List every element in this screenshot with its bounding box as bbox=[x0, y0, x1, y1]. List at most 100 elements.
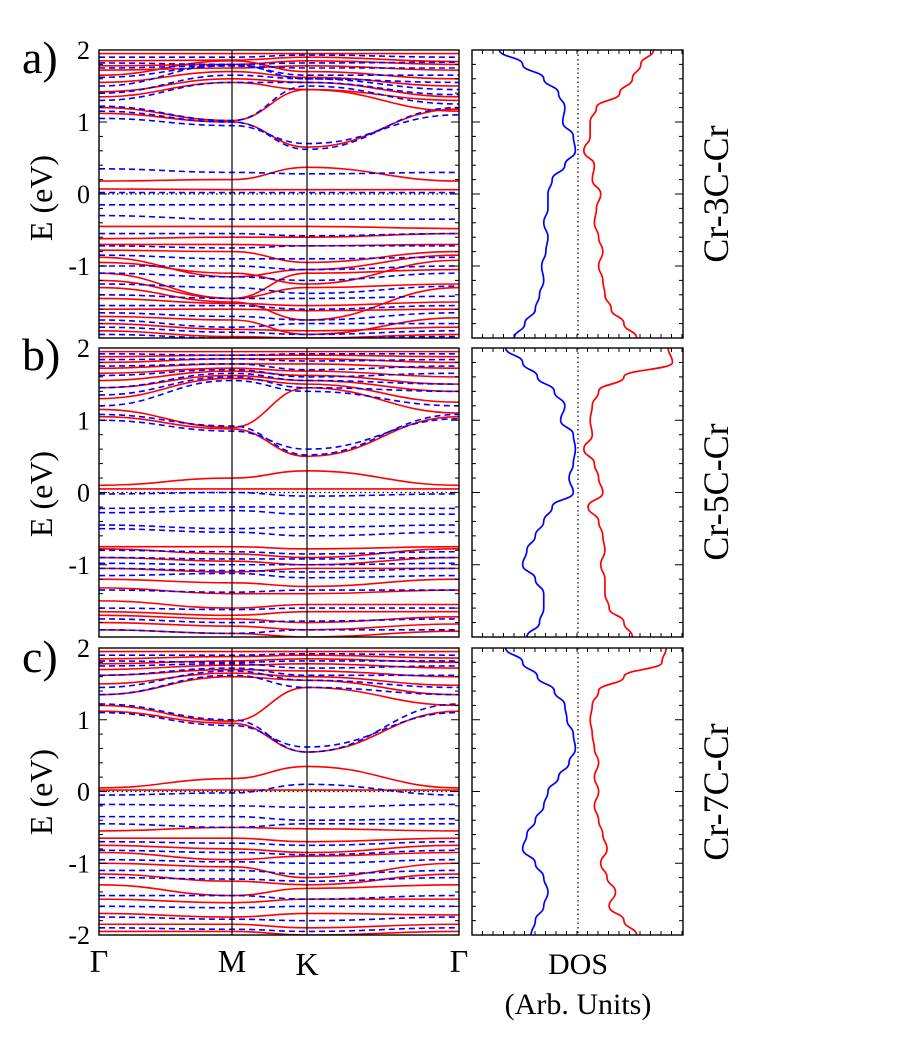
band-spin-down bbox=[99, 272, 459, 282]
band-spin-up bbox=[99, 374, 459, 393]
band-spin-down bbox=[99, 840, 459, 847]
material-label-c: Cr-7C-Cr bbox=[696, 723, 736, 860]
band-spin-down bbox=[99, 618, 459, 624]
band-lines bbox=[99, 52, 459, 338]
band-spin-up bbox=[99, 765, 459, 789]
band-spin-down bbox=[99, 660, 459, 664]
band-spin-down bbox=[99, 662, 459, 669]
band-spin-down bbox=[99, 283, 459, 295]
band-spin-down bbox=[99, 372, 459, 389]
band-spin-down bbox=[99, 858, 459, 865]
band-spin-down bbox=[99, 232, 459, 237]
band-spin-down bbox=[99, 65, 459, 69]
band-spin-up bbox=[99, 377, 459, 403]
material-label-b: Cr-5C-Cr bbox=[696, 423, 736, 560]
band-spin-up bbox=[99, 358, 459, 364]
band-spin-down bbox=[99, 304, 459, 311]
dos-curve-spin-down bbox=[504, 647, 577, 936]
band-spin-down bbox=[99, 379, 459, 407]
band-spin-down bbox=[99, 65, 459, 79]
panel-1: -1 0 1 2 bbox=[68, 36, 684, 339]
k-label-gamma-end: Γ bbox=[450, 943, 469, 979]
band-spin-down bbox=[99, 894, 459, 900]
band-spin-down bbox=[99, 905, 459, 909]
band-spin-down bbox=[99, 294, 459, 300]
y-axis-label-a: E (eV) bbox=[23, 155, 59, 241]
band-spin-up bbox=[99, 851, 459, 861]
band-spin-down bbox=[99, 876, 459, 882]
band-spin-down bbox=[99, 413, 459, 456]
band-spin-up bbox=[99, 363, 459, 370]
band-spin-down bbox=[99, 711, 459, 748]
band-spin-down bbox=[99, 358, 459, 362]
dos-curve-spin-down bbox=[498, 49, 577, 339]
band-spin-down bbox=[99, 783, 459, 796]
band-spin-up bbox=[99, 545, 459, 550]
band-spin-up bbox=[99, 600, 459, 609]
panel-3: -2 -1 0 1 2 bbox=[68, 634, 684, 950]
band-spin-down bbox=[99, 527, 459, 537]
band-spin-down bbox=[99, 81, 459, 102]
band-spin-down bbox=[99, 106, 459, 151]
y-tick-label: -1 bbox=[68, 252, 90, 281]
band-spin-down bbox=[99, 562, 459, 566]
band-spin-up bbox=[99, 188, 459, 191]
y-tick-label: -2 bbox=[68, 921, 90, 950]
band-spin-down bbox=[99, 326, 459, 336]
band-spin-down bbox=[99, 667, 459, 677]
band-spin-up bbox=[99, 930, 459, 935]
band-spin-down bbox=[99, 61, 459, 66]
band-spin-down bbox=[99, 214, 459, 221]
band-spin-up bbox=[99, 686, 459, 722]
band-spin-down bbox=[99, 822, 459, 829]
panel-2: -1 0 1 2 bbox=[68, 334, 684, 638]
band-spin-up bbox=[99, 70, 459, 87]
band-lines bbox=[99, 350, 459, 637]
band-spin-up bbox=[99, 354, 459, 358]
band-spin-up bbox=[99, 297, 459, 307]
band-spin-up bbox=[99, 249, 459, 264]
band-spin-down bbox=[99, 849, 459, 856]
band-spin-down bbox=[99, 524, 459, 530]
band-spin-down bbox=[99, 168, 459, 175]
band-spin-down bbox=[99, 670, 459, 689]
band-spin-up bbox=[99, 578, 459, 588]
band-spin-up bbox=[99, 225, 459, 230]
panel-tag-c: c) bbox=[22, 631, 58, 682]
panel-tag-b: b) bbox=[22, 329, 60, 380]
band-spin-up bbox=[99, 621, 459, 631]
dos-xlabel: DOS bbox=[548, 948, 608, 981]
band-spin-down bbox=[99, 567, 459, 573]
y-tick-label: 1 bbox=[77, 706, 90, 735]
panel-tag-a: a) bbox=[22, 32, 58, 83]
band-spin-up bbox=[99, 415, 459, 458]
band-spin-down bbox=[99, 85, 459, 122]
y-axis-label-b: E (eV) bbox=[23, 451, 59, 537]
y-tick-label: 0 bbox=[77, 778, 90, 807]
band-spin-down bbox=[99, 509, 459, 515]
band-spin-up bbox=[99, 470, 459, 487]
y-tick-label: 2 bbox=[77, 334, 90, 363]
band-spin-down bbox=[99, 352, 459, 357]
band-spin-down bbox=[99, 556, 459, 560]
material-label-a: Cr-3C-Cr bbox=[696, 125, 736, 262]
plots: -1 0 1 2 -1 0 1 2 -2 -1 0 1 2 bbox=[68, 36, 684, 950]
band-spin-up bbox=[99, 386, 459, 429]
dos-panel bbox=[471, 347, 684, 638]
band-spin-down bbox=[99, 927, 459, 933]
band-spin-down bbox=[99, 652, 459, 656]
band-spin-down bbox=[99, 589, 459, 594]
dos-curve-spin-up bbox=[582, 347, 674, 638]
band-spin-down bbox=[99, 549, 459, 555]
dos-frame bbox=[471, 347, 684, 638]
dos-curve-spin-down bbox=[504, 347, 577, 638]
k-label-gamma-start: Γ bbox=[90, 943, 109, 979]
band-spin-up bbox=[99, 923, 459, 929]
band-spin-down bbox=[99, 363, 459, 371]
dos-curve-spin-up bbox=[582, 49, 655, 339]
band-spin-up bbox=[99, 883, 459, 897]
y-tick-label: 2 bbox=[77, 634, 90, 663]
band-spin-up bbox=[99, 826, 459, 832]
dos-curve-spin-up bbox=[589, 647, 667, 936]
